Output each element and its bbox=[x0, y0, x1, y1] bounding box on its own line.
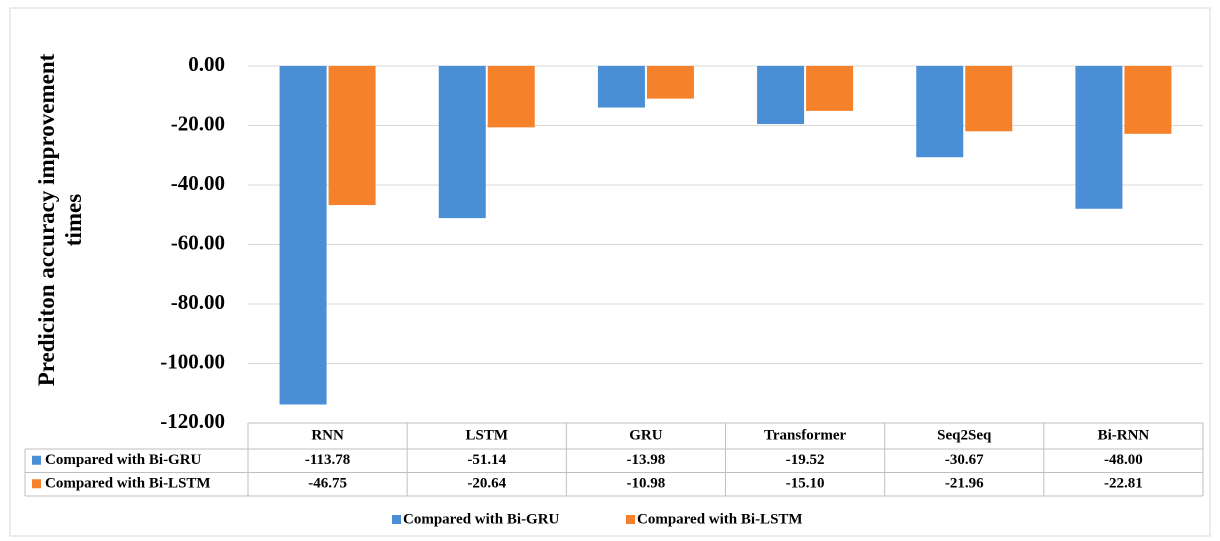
bar bbox=[965, 65, 1013, 132]
bar bbox=[1124, 65, 1172, 134]
bar bbox=[438, 65, 486, 219]
chart-frame bbox=[9, 7, 1211, 537]
table-value: -46.75 bbox=[308, 476, 347, 492]
bar bbox=[806, 65, 854, 111]
table-value: -19.52 bbox=[786, 452, 825, 468]
x-tick-label: Transformer bbox=[764, 427, 847, 443]
bar bbox=[328, 65, 376, 206]
bar bbox=[597, 65, 645, 108]
x-tick-label: LSTM bbox=[465, 427, 508, 443]
y-tick-label: -80.00 bbox=[171, 290, 225, 314]
legend-key bbox=[32, 455, 41, 465]
y-tick-label: -120.00 bbox=[160, 409, 225, 433]
bar bbox=[487, 65, 535, 128]
x-tick-label: GRU bbox=[629, 427, 663, 443]
legend-key bbox=[392, 515, 401, 524]
table-value: -30.67 bbox=[945, 452, 984, 468]
table-value: -48.00 bbox=[1104, 452, 1143, 468]
legend-label: Compared with Bi-LSTM bbox=[637, 511, 803, 527]
table-value: -20.64 bbox=[467, 476, 506, 492]
y-tick-label: -100.00 bbox=[160, 349, 225, 373]
legend-label: Compared with Bi-GRU bbox=[403, 511, 560, 527]
table-value: -22.81 bbox=[1104, 476, 1143, 492]
x-tick-label: RNN bbox=[311, 427, 344, 443]
table-value: -15.10 bbox=[786, 476, 825, 492]
table-row-label: Compared with Bi-GRU bbox=[45, 452, 202, 468]
legend-key bbox=[626, 515, 635, 524]
y-tick-label: -60.00 bbox=[171, 230, 225, 254]
table-row-label: Compared with Bi-LSTM bbox=[45, 476, 211, 492]
table-value: -51.14 bbox=[467, 452, 506, 468]
table-value: -13.98 bbox=[627, 452, 666, 468]
bar bbox=[916, 65, 964, 158]
x-tick-label: Bi-RNN bbox=[1098, 427, 1150, 443]
x-tick-label: Seq2Seq bbox=[937, 427, 992, 443]
bar bbox=[757, 65, 805, 125]
bar bbox=[279, 65, 327, 405]
legend-key bbox=[32, 479, 41, 489]
table-value: -21.96 bbox=[945, 476, 984, 492]
y-tick-label: -20.00 bbox=[171, 111, 225, 135]
y-tick-label: 0.00 bbox=[188, 52, 225, 76]
table-value: -113.78 bbox=[305, 452, 350, 468]
y-axis-title: Prediciton accuracy improvement times bbox=[34, 53, 86, 387]
bar bbox=[1075, 65, 1123, 209]
y-tick-label: -40.00 bbox=[171, 171, 225, 195]
table-value: -10.98 bbox=[627, 476, 666, 492]
bar bbox=[646, 65, 694, 99]
